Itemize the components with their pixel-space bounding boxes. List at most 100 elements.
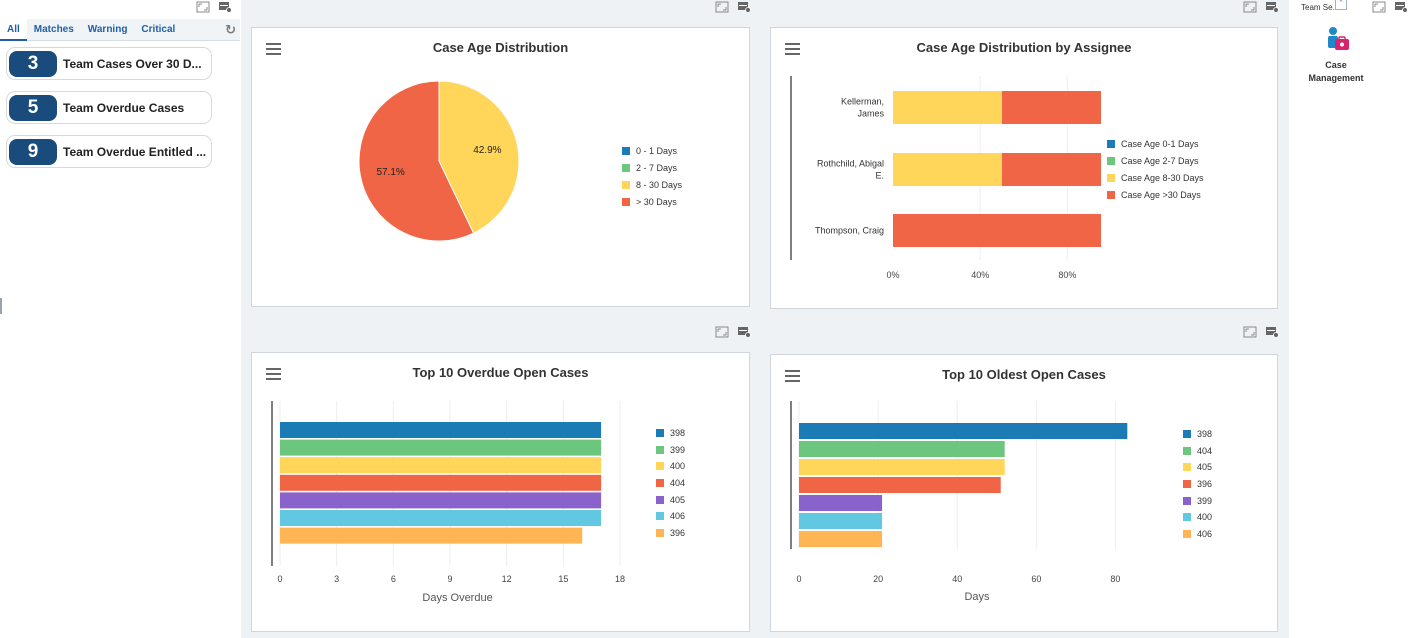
category-label: E.	[875, 171, 884, 181]
bar	[280, 474, 602, 491]
legend-item[interactable]: Case Age 8-30 Days	[1107, 169, 1204, 186]
bar	[280, 492, 602, 509]
maximize-icon[interactable]	[1243, 326, 1257, 338]
legend-item[interactable]: 2 - 7 Days	[622, 159, 682, 176]
x-axis-title: Days	[964, 591, 990, 603]
chart-menu-icon[interactable]	[266, 43, 281, 55]
legend-swatch	[622, 197, 630, 206]
legend-label: 396	[1197, 479, 1213, 490]
legend-item[interactable]: 400	[656, 458, 685, 475]
bar	[280, 510, 602, 526]
legend-label: 404	[670, 478, 686, 489]
settings-icon[interactable]	[1394, 1, 1408, 13]
maximize-icon[interactable]	[715, 1, 729, 13]
legend-item[interactable]: 399	[1183, 492, 1212, 509]
legend-item[interactable]: 404	[656, 475, 685, 492]
chart-menu-icon[interactable]	[785, 370, 800, 382]
bar	[799, 495, 883, 511]
maximize-icon[interactable]	[1372, 1, 1386, 13]
pie-data-label: 57.1%	[376, 167, 404, 178]
collapse-up-icon[interactable]: ⌃	[1335, 0, 1347, 10]
legend-item[interactable]: 8 - 30 Days	[622, 176, 682, 193]
oldest-bar-chart: 0 20 40 60 80 Days	[790, 401, 1128, 603]
maximize-icon[interactable]	[196, 1, 210, 13]
legend-item[interactable]: Case Age 0-1 Days	[1107, 135, 1204, 152]
chart-pane-tools-2	[1243, 1, 1279, 17]
bar	[280, 457, 602, 474]
legend-item[interactable]: 396	[1183, 476, 1212, 493]
tab-matches[interactable]: Matches	[33, 23, 74, 35]
chart-menu-icon[interactable]	[785, 43, 800, 55]
chart-title: Top 10 Overdue Open Cases	[412, 365, 589, 380]
tile-label: Management	[1308, 73, 1364, 83]
tile-label: Case	[1325, 60, 1347, 70]
legend-item[interactable]: 406	[1183, 526, 1212, 543]
x-tick-label: 9	[447, 574, 452, 584]
tab-warning[interactable]: Warning	[87, 23, 128, 35]
settings-icon[interactable]	[1265, 1, 1279, 13]
collapse-handle[interactable]	[0, 298, 2, 314]
legend-item[interactable]: > 30 Days	[622, 193, 682, 210]
watchlist-item-overdue-cases[interactable]: 5 Team Overdue Cases	[6, 91, 212, 124]
watchlist-pane: All Matches Warning Critical ↻ 3 Team Ca…	[0, 0, 240, 638]
legend-label: 400	[670, 461, 686, 472]
bar	[280, 527, 583, 544]
bar	[280, 439, 602, 456]
case-management-tile[interactable]: Case Management	[1299, 26, 1373, 96]
bar	[280, 422, 602, 438]
legend-swatch	[656, 429, 664, 438]
settings-icon[interactable]	[1265, 326, 1279, 338]
x-tick-label: 18	[615, 574, 625, 584]
legend-item[interactable]: 405	[1183, 459, 1212, 476]
bar	[799, 441, 1005, 457]
settings-icon[interactable]	[737, 326, 751, 338]
legend-item[interactable]: 398	[1183, 426, 1212, 443]
x-tick-label: 80%	[1058, 270, 1076, 280]
legend-item[interactable]: Case Age 2-7 Days	[1107, 152, 1204, 169]
legend-label: Case Age 8-30 Days	[1121, 172, 1204, 183]
settings-icon[interactable]	[218, 1, 232, 13]
legend-item[interactable]: 405	[656, 491, 685, 508]
overdue-bar-chart: 0 3 6 9 12 15 18 Days Overdue	[271, 401, 625, 604]
x-tick-label: 6	[391, 574, 396, 584]
pie-data-label: 42.9%	[473, 145, 501, 156]
tab-critical[interactable]: Critical	[141, 23, 176, 35]
category-label: James	[857, 109, 884, 119]
legend-label: 404	[1197, 445, 1213, 456]
chart-case-age-distribution: Case Age Distribution 42.9% 57.1% 0 - 1 D…	[251, 27, 750, 307]
tab-all[interactable]: All	[0, 18, 27, 41]
bar	[799, 423, 1128, 439]
legend-item[interactable]: Case Age >30 Days	[1107, 186, 1204, 203]
legend-swatch	[1183, 463, 1191, 472]
legend-item[interactable]: 406	[656, 508, 685, 525]
watchlist-item-overdue-entitled[interactable]: 9 Team Overdue Entitled ...	[6, 135, 212, 168]
maximize-icon[interactable]	[1243, 1, 1257, 13]
legend-swatch	[1107, 173, 1115, 182]
legend-item[interactable]: 400	[1183, 509, 1212, 526]
settings-icon[interactable]	[737, 1, 751, 13]
pie-chart: 42.9% 57.1%	[358, 80, 520, 242]
legend-label: 400	[1197, 512, 1213, 523]
refresh-icon[interactable]: ↻	[225, 22, 236, 37]
legend-swatch	[656, 528, 664, 537]
legend-item[interactable]: 0 - 1 Days	[622, 142, 682, 159]
x-axis-title: Days Overdue	[422, 592, 492, 604]
chart-menu-icon[interactable]	[266, 368, 281, 380]
bar-segment	[1002, 91, 1101, 124]
x-tick-label: 0	[796, 574, 801, 584]
legend-swatch	[1107, 156, 1115, 165]
legend-item[interactable]: 396	[656, 525, 685, 542]
legend-item[interactable]: 399	[656, 442, 685, 459]
pie-slice	[438, 80, 520, 234]
maximize-icon[interactable]	[715, 326, 729, 338]
legend-label: 398	[670, 428, 686, 439]
bar-segment	[893, 214, 1101, 247]
watchlist-item-cases-over-30[interactable]: 3 Team Cases Over 30 D...	[6, 47, 212, 80]
legend-label: 0 - 1 Days	[636, 145, 678, 156]
legend-item[interactable]: 398	[656, 425, 685, 442]
legend-item[interactable]: 404	[1183, 443, 1212, 460]
x-tick-label: 20	[873, 574, 883, 584]
chart-pane-tools-4	[1243, 326, 1279, 342]
legend-swatch	[622, 146, 630, 155]
x-tick-label: 3	[334, 574, 339, 584]
